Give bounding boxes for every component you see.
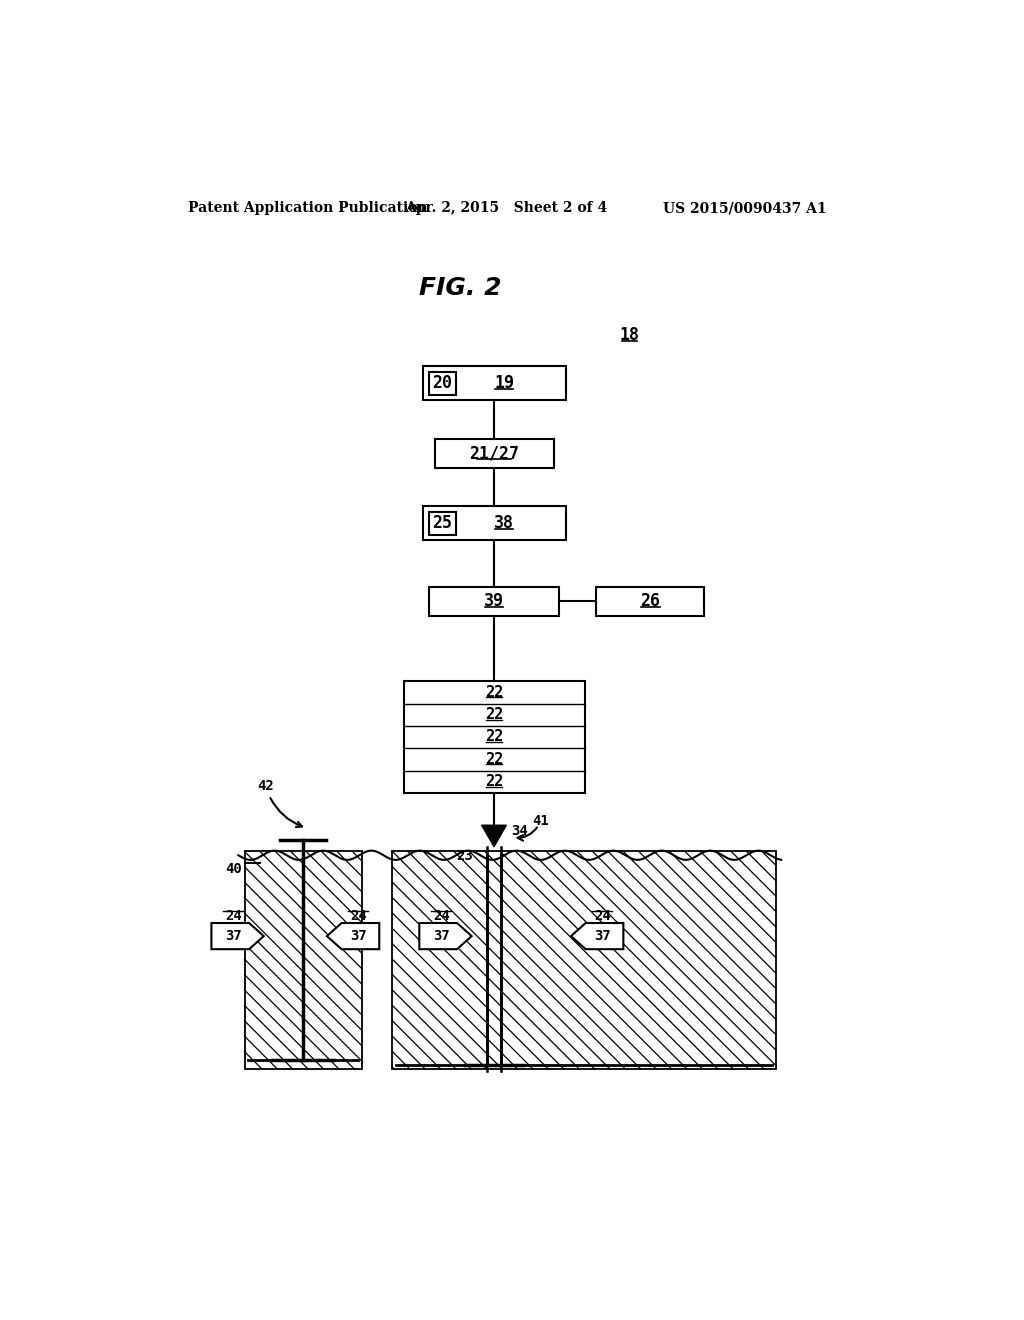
- Text: 22: 22: [485, 706, 503, 722]
- Text: 18: 18: [620, 326, 640, 345]
- Bar: [596, 586, 705, 615]
- Text: 22: 22: [485, 774, 503, 789]
- Bar: [429, 372, 456, 395]
- Text: 37: 37: [433, 929, 450, 942]
- Polygon shape: [327, 923, 379, 949]
- Text: 22: 22: [485, 685, 503, 700]
- Text: 21/27: 21/27: [469, 445, 519, 462]
- Text: 42: 42: [257, 779, 302, 828]
- Text: 40: 40: [225, 862, 243, 876]
- Text: 37: 37: [594, 929, 610, 942]
- Text: 22: 22: [485, 751, 503, 767]
- Polygon shape: [419, 923, 472, 949]
- Text: 41: 41: [531, 814, 549, 829]
- Text: 24: 24: [433, 909, 450, 923]
- Bar: [429, 586, 559, 615]
- Bar: [245, 851, 361, 1069]
- FancyArrowPatch shape: [517, 828, 537, 841]
- Text: Apr. 2, 2015   Sheet 2 of 4: Apr. 2, 2015 Sheet 2 of 4: [406, 202, 607, 215]
- Text: 38: 38: [494, 515, 514, 532]
- Text: 39: 39: [484, 593, 504, 610]
- Polygon shape: [211, 923, 264, 949]
- Text: 24: 24: [225, 909, 242, 923]
- Polygon shape: [481, 825, 506, 847]
- Bar: [403, 681, 585, 793]
- Polygon shape: [571, 923, 624, 949]
- Bar: [392, 851, 776, 1069]
- Bar: [429, 512, 456, 535]
- Text: 34: 34: [511, 825, 527, 838]
- Text: FIG. 2: FIG. 2: [419, 276, 502, 300]
- Bar: [423, 507, 565, 540]
- Bar: [435, 438, 554, 469]
- Text: 25: 25: [432, 515, 452, 532]
- Text: 37: 37: [225, 929, 242, 942]
- Bar: [423, 367, 565, 400]
- Text: 20: 20: [432, 375, 452, 392]
- Text: 24: 24: [594, 909, 610, 923]
- Text: 19: 19: [494, 375, 514, 392]
- Text: 23: 23: [457, 849, 473, 863]
- Text: 24: 24: [350, 909, 367, 923]
- Text: 37: 37: [350, 929, 367, 942]
- Text: 22: 22: [485, 729, 503, 744]
- Text: Patent Application Publication: Patent Application Publication: [188, 202, 428, 215]
- Text: 26: 26: [640, 593, 660, 610]
- Text: US 2015/0090437 A1: US 2015/0090437 A1: [664, 202, 827, 215]
